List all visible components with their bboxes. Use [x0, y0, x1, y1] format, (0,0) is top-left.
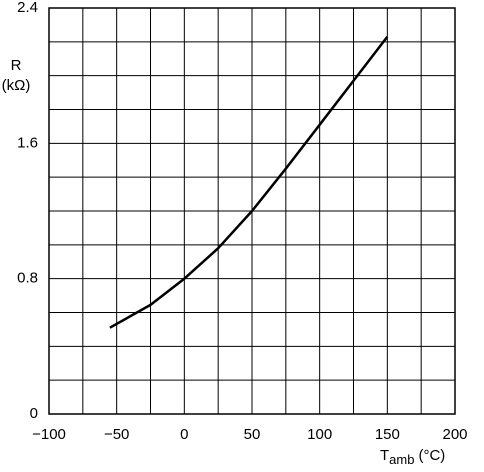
- x-tick-label: 0: [180, 426, 188, 443]
- x-tick-label: −50: [104, 426, 129, 443]
- y-tick-label: 1.6: [17, 134, 38, 151]
- curve: [109, 36, 389, 329]
- y-tick-label: 2.4: [17, 0, 38, 16]
- x-tick-label: 50: [244, 426, 261, 443]
- x-tick-label: 200: [442, 426, 467, 443]
- y-tick-label: 0: [30, 405, 38, 422]
- plot-frame: [48, 7, 456, 415]
- y-axis-label: R: [11, 57, 22, 74]
- x-axis-label-sub: amb: [389, 452, 414, 467]
- y-axis-label: (kΩ): [2, 77, 31, 94]
- x-tick-label: −100: [32, 426, 66, 443]
- x-axis-label: Tamb (°C): [380, 447, 445, 467]
- x-axis-label-unit: (°C): [418, 447, 445, 464]
- x-tick-label: 100: [307, 426, 332, 443]
- x-axis-label-main: T: [380, 447, 389, 464]
- x-tick-label: 150: [375, 426, 400, 443]
- y-tick-label: 0.8: [17, 270, 38, 287]
